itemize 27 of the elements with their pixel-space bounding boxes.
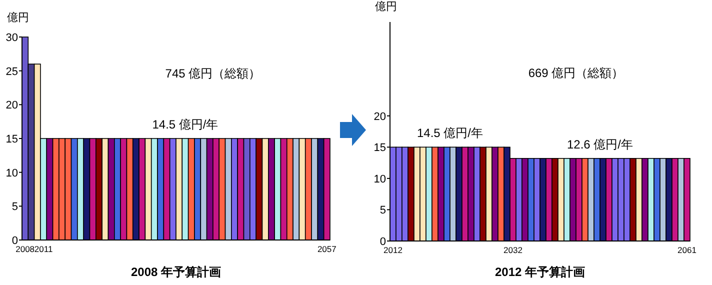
x-tick-label: 2008 [16, 244, 35, 254]
y-axis-title: 億円 [375, 0, 397, 13]
x-tick-label: 2061 [678, 245, 697, 255]
y-tick-label: 10 [374, 173, 386, 186]
y-tick-label: 10 [6, 167, 18, 180]
y-tick-label: 5 [380, 204, 386, 217]
y-tick-label: 0 [380, 236, 386, 248]
text: 2012 年予算計画 [494, 265, 586, 279]
x-tick-label: 2011 [34, 244, 53, 254]
y-axis-title: 億円 [7, 11, 29, 24]
y-tick-label: 5 [12, 201, 18, 214]
x-tick-label: 2032 [504, 245, 523, 255]
y-tick-label: 20 [374, 110, 386, 123]
y-tick-label: 20 [6, 100, 18, 112]
y-tick-label: 30 [6, 32, 18, 44]
y-tick-label: 15 [6, 134, 18, 146]
annotation: 14.5 億円/年 [416, 126, 484, 140]
annotation: 14.5 億円/年 [152, 118, 218, 132]
y-tick-label: 15 [374, 142, 386, 154]
y-tick-label: 25 [6, 66, 18, 78]
x-tick-label: 2012 [384, 245, 403, 255]
text: 2008 年予算計画 [130, 265, 222, 279]
annotation: 669 億円（総額） [528, 66, 624, 80]
x-tick-label: 2057 [317, 244, 337, 254]
annotation: 12.6 億円/年 [566, 137, 634, 152]
y-tick-label: 0 [12, 235, 18, 247]
annotation: 745 億円（総額） [165, 66, 261, 81]
